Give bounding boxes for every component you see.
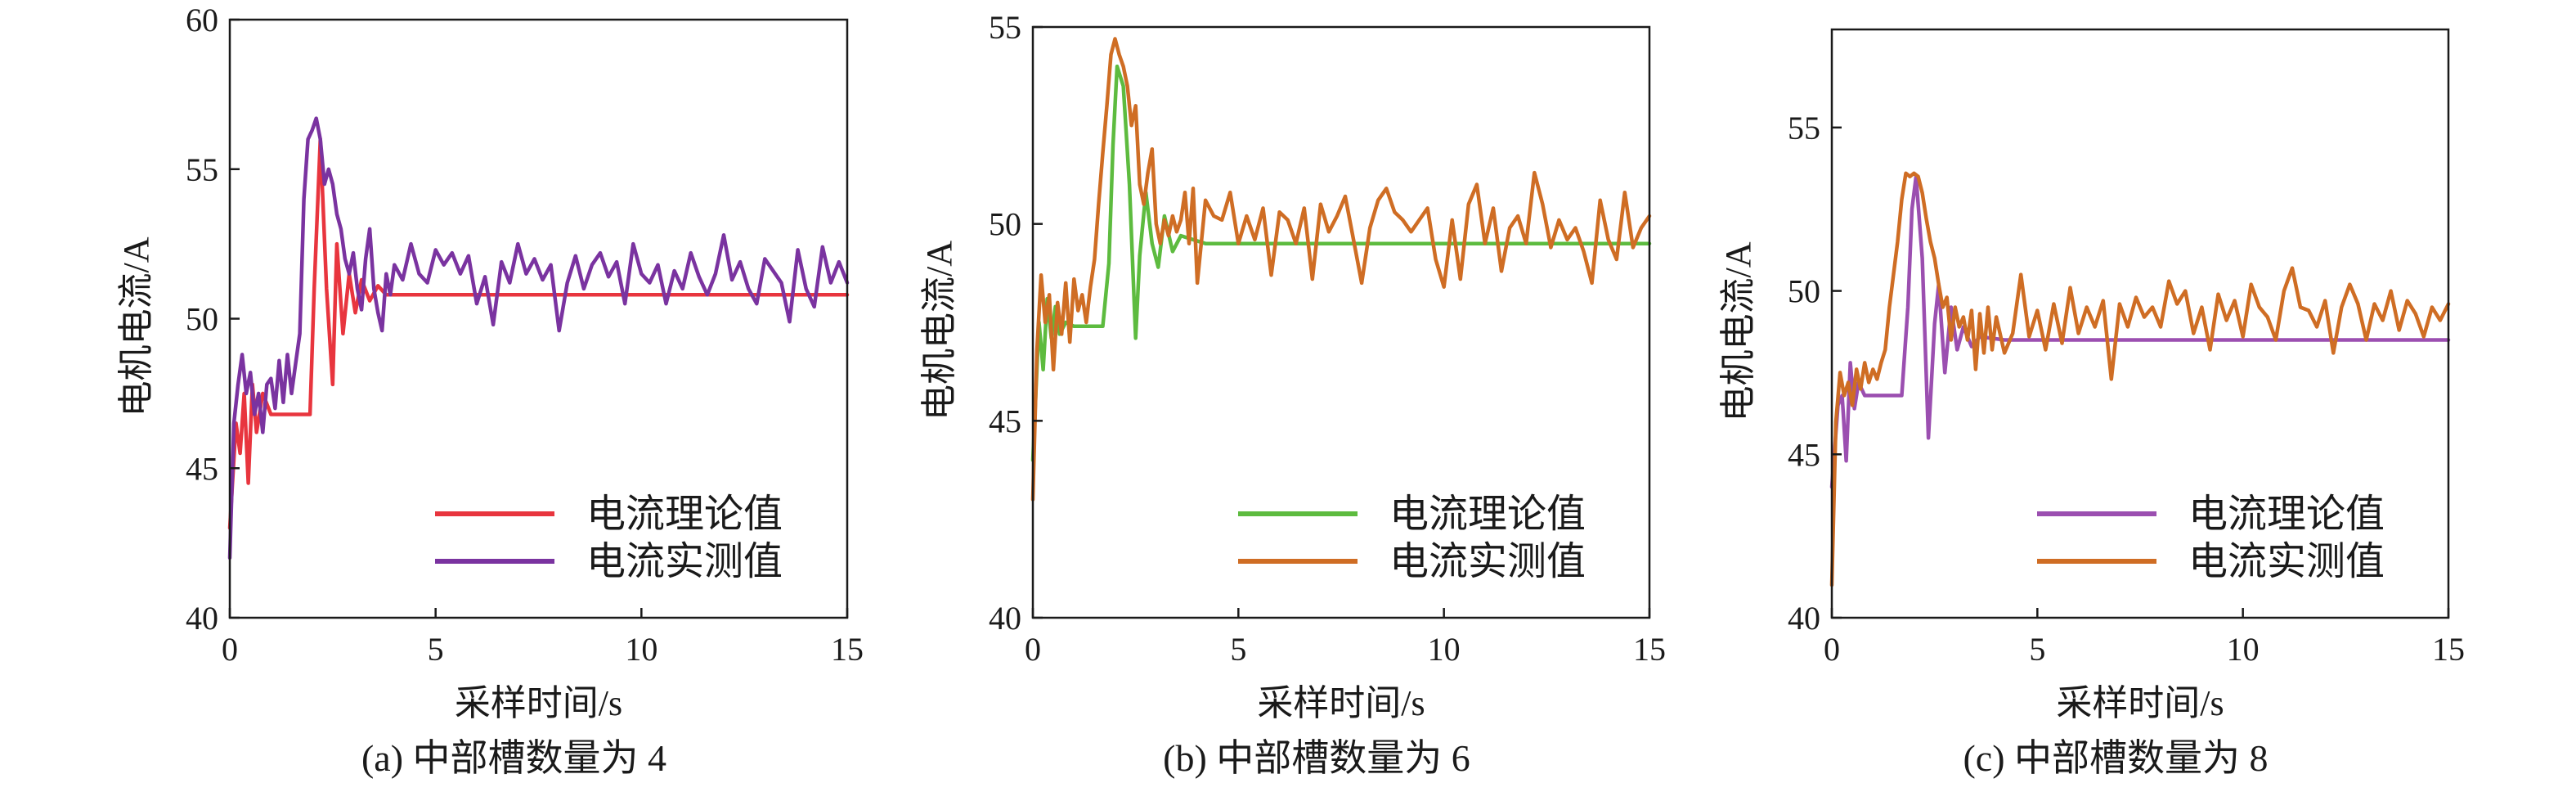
- x-tick-label: 10: [625, 631, 657, 668]
- y-tick-label: 55: [186, 151, 218, 188]
- series-line-0-0: [227, 137, 850, 530]
- y-axis-label: 电机电流/A: [1718, 241, 1758, 421]
- x-axis-label: 采样时间/s: [2056, 683, 2224, 723]
- y-tick-label: 45: [186, 450, 218, 487]
- y-tick-label: 45: [1788, 436, 1820, 473]
- series-line-2-0: [1829, 174, 2451, 489]
- y-tick-label: 40: [186, 600, 218, 637]
- y-axis-label: 电机电流/A: [919, 241, 959, 421]
- series-line-2-1: [1829, 171, 2451, 587]
- y-tick-label: 50: [186, 301, 218, 338]
- x-tick-label: 15: [1633, 631, 1666, 668]
- plot-frame: [1031, 25, 1651, 619]
- legend-label: 电流理论值: [2188, 493, 2385, 536]
- panel-caption: (a) 中部槽数量为 4: [361, 737, 666, 779]
- x-tick-label: 0: [1824, 631, 1840, 668]
- chart-panel-2: 0 5 10 15 40 45 50 55 采样时间/s 电机电流/A (c) 中部槽数量为 8 电流…: [1718, 28, 2465, 779]
- legend-label: 电流实测值: [586, 540, 783, 583]
- x-axis-label: 采样时间/s: [455, 683, 622, 723]
- legend-label: 电流理论值: [1389, 493, 1586, 536]
- panel-caption: (b) 中部槽数量为 6: [1163, 737, 1470, 779]
- series-line-0-1: [227, 116, 850, 560]
- series-line-1-1: [1030, 37, 1652, 502]
- x-tick-label: 0: [222, 631, 238, 668]
- legend-label: 电流实测值: [1389, 540, 1586, 583]
- y-tick-label: 40: [1788, 600, 1820, 637]
- y-tick-label: 40: [989, 600, 1021, 637]
- legend-label: 电流实测值: [2188, 540, 2385, 583]
- y-tick-label: 55: [1788, 110, 1820, 146]
- panel-caption: (c) 中部槽数量为 8: [1963, 737, 2268, 779]
- y-tick-label: 50: [989, 206, 1021, 243]
- legend-label: 电流理论值: [586, 493, 783, 536]
- x-tick-label: 5: [1230, 631, 1246, 668]
- x-tick-label: 5: [428, 631, 444, 668]
- x-axis-label: 采样时间/s: [1257, 683, 1425, 723]
- chart-panel-0: 0 5 10 15 40 45 50 55 60 采样时间/s 电机电流/A (a) 中部槽数量为 4…: [116, 2, 864, 779]
- x-tick-label: 5: [2029, 631, 2045, 668]
- y-axis-label: 电机电流/A: [116, 236, 156, 416]
- chart-panel-1: 0 5 10 15 40 45 50 55 采样时间/s 电机电流/A (b) 中部槽数量为 6 电流…: [919, 9, 1666, 779]
- y-tick-label: 60: [186, 2, 218, 38]
- x-tick-label: 0: [1025, 631, 1041, 668]
- x-tick-label: 15: [831, 631, 864, 668]
- y-tick-label: 45: [989, 403, 1021, 439]
- x-tick-label: 15: [2432, 631, 2465, 668]
- y-tick-label: 55: [989, 9, 1021, 46]
- x-tick-label: 10: [2227, 631, 2260, 668]
- series-line-1-0: [1030, 64, 1652, 462]
- x-tick-label: 10: [1428, 631, 1461, 668]
- plot-frame: [1830, 28, 2450, 619]
- y-tick-label: 50: [1788, 273, 1820, 310]
